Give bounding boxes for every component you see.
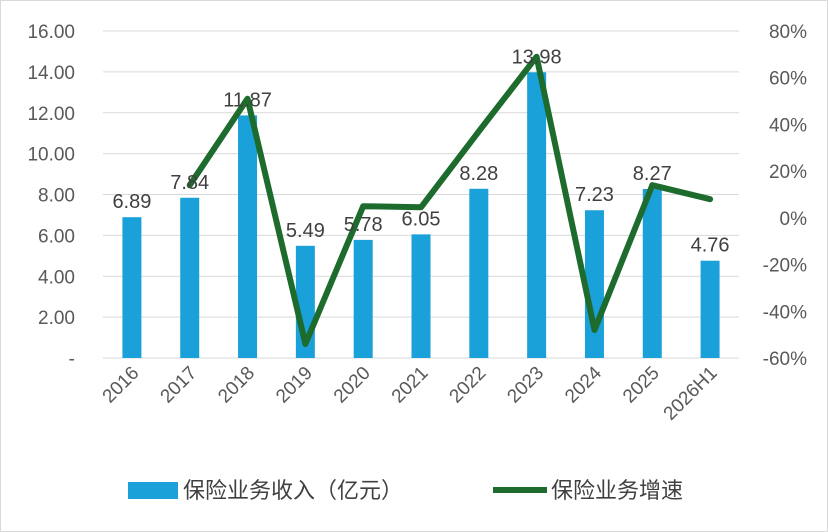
y-right-tick-label: -40%	[763, 302, 807, 323]
bar	[238, 115, 258, 358]
y-right-tick-label: -20%	[763, 256, 807, 277]
legend-bar-swatch	[128, 482, 178, 499]
bar-series	[122, 72, 720, 358]
bar-data-label: 11.87	[223, 89, 272, 111]
data-labels: 6.89 7.84 11.87 5.49 5.78 6.05 8.28 13.98 7.23 8.…	[112, 46, 729, 256]
x-tick-label: 2018	[214, 363, 259, 408]
bar-data-label: 7.23	[575, 184, 614, 206]
bar-data-label: 13.98	[512, 46, 562, 68]
bar	[700, 260, 720, 358]
x-tick-label: 2019	[272, 363, 317, 408]
bar-data-label: 7.84	[170, 172, 209, 194]
bar-data-label: 6.89	[112, 191, 151, 213]
x-tick-label: 2025	[619, 363, 664, 408]
y-right-tick-label: 40%	[769, 115, 807, 136]
bar-data-label: 5.49	[286, 220, 325, 242]
x-tick-label: 2017	[157, 363, 202, 408]
bar	[469, 188, 489, 358]
bar-data-label: 8.28	[459, 163, 498, 185]
bar-data-label: 6.05	[402, 208, 441, 230]
growth-line	[186, 53, 714, 347]
bar	[122, 217, 142, 358]
y-left-tick-label: 10.00	[27, 145, 75, 166]
line-series	[186, 53, 714, 347]
x-tick-label: 2023	[503, 363, 548, 408]
x-tick-label: 2024	[561, 362, 606, 407]
y-right-tick-label: 60%	[769, 69, 807, 90]
y-right-tick-label: 20%	[769, 162, 807, 183]
y-left-tick-label: 16.00	[27, 22, 75, 43]
y-left-tick-label: 6.00	[38, 226, 75, 247]
legend: 保险业务收入（亿元） 保险业务增速	[128, 478, 683, 503]
y-left-tick-label: 8.00	[38, 186, 75, 207]
y-left-tick-label: 4.00	[38, 267, 75, 288]
y-right-tick-label: 80%	[769, 22, 807, 43]
legend-bar-label: 保险业务收入（亿元）	[183, 478, 403, 503]
bar	[353, 239, 373, 358]
bar	[527, 72, 547, 358]
bar	[642, 188, 662, 358]
bar-data-label: 8.27	[633, 163, 672, 185]
bar	[180, 197, 200, 358]
y-left-tick-label: 14.00	[27, 63, 75, 84]
y-left-tick-label: 12.00	[27, 104, 75, 125]
y-right-tick-label: 0%	[780, 209, 808, 230]
bar-data-label: 4.76	[691, 235, 730, 257]
y-right-tick-label: -60%	[763, 349, 807, 370]
legend-line-label: 保险业务增速	[551, 478, 683, 503]
x-tick-label: 2016	[99, 363, 144, 408]
x-tick-label: 2020	[330, 363, 375, 408]
bar-data-label: 5.78	[344, 214, 383, 236]
x-tick-label: 2022	[446, 363, 491, 408]
x-tick-label: 2026H1	[660, 363, 722, 425]
bar	[411, 234, 431, 358]
y-left-tick-label: 2.00	[38, 308, 75, 329]
y-left-tick-label: -	[69, 349, 75, 370]
x-tick-label: 2021	[388, 363, 433, 408]
